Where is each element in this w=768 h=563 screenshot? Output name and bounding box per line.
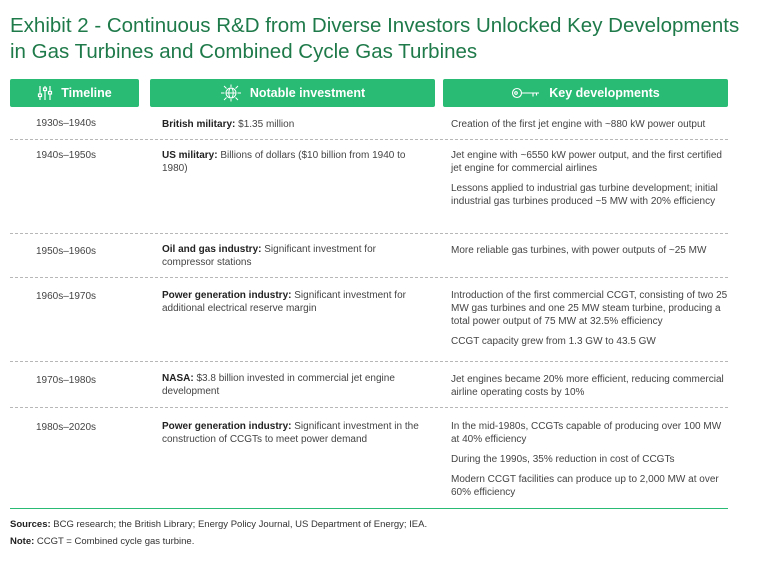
investor-name: Power generation industry: bbox=[162, 421, 292, 432]
investment-detail: Significant investment for compressor st… bbox=[162, 244, 376, 268]
row-divider bbox=[10, 361, 728, 362]
header-investment-label: Notable investment bbox=[249, 86, 366, 100]
developments-cell: More reliable gas turbines, with power o… bbox=[451, 244, 731, 264]
investment-detail: Billions of dollars ($10 billion from 19… bbox=[162, 150, 406, 174]
sources-text: BCG research; the British Library; Energ… bbox=[50, 519, 428, 530]
note-label: Note: bbox=[10, 536, 35, 547]
timeline-period: 1940s–1950s bbox=[36, 150, 97, 161]
header-timeline: Timeline bbox=[10, 79, 139, 107]
investor-name: British military: bbox=[162, 119, 236, 130]
header-investment: Notable investment bbox=[150, 79, 435, 107]
abbreviation-note: Note: CCGT = Combined cycle gas turbine. bbox=[10, 536, 194, 547]
header-developments: Key developments bbox=[443, 79, 728, 107]
key-icon bbox=[511, 86, 541, 100]
developments-cell: In the mid-1980s, CCGTs capable of produ… bbox=[451, 420, 731, 506]
investment-cell: British military: $1.35 million bbox=[162, 118, 430, 131]
row-divider bbox=[10, 277, 728, 278]
note-text: CCGT = Combined cycle gas turbine. bbox=[34, 536, 195, 547]
sliders-icon bbox=[37, 85, 53, 101]
investment-detail: $1.35 million bbox=[235, 119, 295, 130]
sources-note: Sources: BCG research; the British Libra… bbox=[10, 519, 427, 530]
developments-cell: Introduction of the first commercial CCG… bbox=[451, 289, 731, 355]
investment-cell: Power generation industry: Significant i… bbox=[162, 420, 430, 446]
developments-cell: Creation of the first jet engine with ~8… bbox=[451, 118, 731, 138]
developments-cell: Jet engine with ~6550 kW power output, a… bbox=[451, 149, 731, 215]
development-item: CCGT capacity grew from 1.3 GW to 43.5 G… bbox=[451, 336, 656, 347]
timeline-period: 1960s–1970s bbox=[36, 291, 97, 302]
timeline-period: 1930s–1940s bbox=[36, 118, 97, 129]
development-item: Introduction of the first commercial CCG… bbox=[451, 290, 728, 327]
timeline-period: 1970s–1980s bbox=[36, 375, 97, 386]
investor-name: US military: bbox=[162, 150, 218, 161]
investment-cell: Oil and gas industry: Significant invest… bbox=[162, 243, 430, 269]
investment-detail: $3.8 billion invested in commercial jet … bbox=[162, 373, 395, 397]
investment-detail: Significant investment in the constructi… bbox=[162, 421, 419, 445]
sources-label: Sources: bbox=[10, 519, 51, 530]
developments-cell: Jet engines became 20% more efficient, r… bbox=[451, 373, 731, 406]
development-item: Creation of the first jet engine with ~8… bbox=[451, 119, 706, 130]
row-divider bbox=[10, 407, 728, 408]
development-item: In the mid-1980s, CCGTs capable of produ… bbox=[451, 421, 722, 445]
investment-detail: Significant investment for additional el… bbox=[162, 290, 406, 314]
row-divider bbox=[10, 233, 728, 234]
development-item: Modern CCGT facilities can produce up to… bbox=[451, 474, 719, 498]
timeline-period: 1980s–2020s bbox=[36, 422, 97, 433]
investment-cell: Power generation industry: Significant i… bbox=[162, 289, 430, 315]
development-item: Jet engines became 20% more efficient, r… bbox=[451, 374, 724, 398]
globe-network-icon bbox=[220, 84, 242, 102]
development-item: Lessons applied to industrial gas turbin… bbox=[451, 183, 718, 207]
development-item: More reliable gas turbines, with power o… bbox=[451, 245, 707, 256]
investor-name: Oil and gas industry: bbox=[162, 244, 262, 255]
investor-name: NASA: bbox=[162, 373, 194, 384]
header-developments-label: Key developments bbox=[549, 86, 660, 100]
row-divider bbox=[10, 139, 728, 140]
development-item: During the 1990s, 35% reduction in cost … bbox=[451, 454, 675, 465]
investment-cell: NASA: $3.8 billion invested in commercia… bbox=[162, 372, 430, 398]
timeline-period: 1950s–1960s bbox=[36, 246, 97, 257]
table-bottom-rule bbox=[10, 508, 728, 509]
development-item: Jet engine with ~6550 kW power output, a… bbox=[451, 150, 722, 174]
exhibit-title: Exhibit 2 - Continuous R&D from Diverse … bbox=[10, 14, 740, 63]
header-timeline-label: Timeline bbox=[61, 86, 112, 100]
investor-name: Power generation industry: bbox=[162, 290, 292, 301]
investment-cell: US military: Billions of dollars ($10 bi… bbox=[162, 149, 430, 175]
